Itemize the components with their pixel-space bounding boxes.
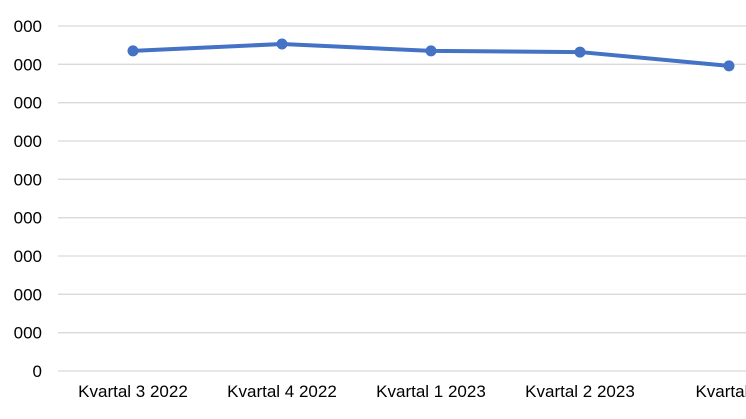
data-point — [276, 38, 288, 50]
x-tick-label: Kvartal 3 — [695, 382, 746, 401]
y-tick-label: 000 — [14, 17, 42, 36]
data-point — [574, 46, 586, 58]
x-tick-label: Kvartal 3 2022 — [78, 382, 188, 401]
x-axis-tick-labels: Kvartal 3 2022 Kvartal 4 2022 Kvartal 1 20… — [78, 382, 746, 401]
data-point — [723, 60, 735, 72]
y-tick-label: 000 — [14, 55, 42, 74]
data-point — [127, 45, 139, 57]
data-point — [425, 45, 437, 57]
y-tick-label: 000 — [14, 94, 42, 113]
y-tick-label: 000 — [14, 324, 42, 343]
gridlines — [58, 25, 746, 372]
y-tick-label: 0 — [33, 362, 42, 381]
x-tick-label: Kvartal 4 2022 — [227, 382, 337, 401]
x-tick-label: Kvartal 2 2023 — [525, 382, 635, 401]
y-tick-label: 000 — [14, 247, 42, 266]
y-tick-label: 000 — [14, 285, 42, 304]
y-tick-label: 000 — [14, 132, 42, 151]
y-tick-label: 000 — [14, 170, 42, 189]
y-tick-label: 000 — [14, 209, 42, 228]
series-line — [127, 38, 735, 72]
x-tick-label: Kvartal 1 2023 — [376, 382, 486, 401]
